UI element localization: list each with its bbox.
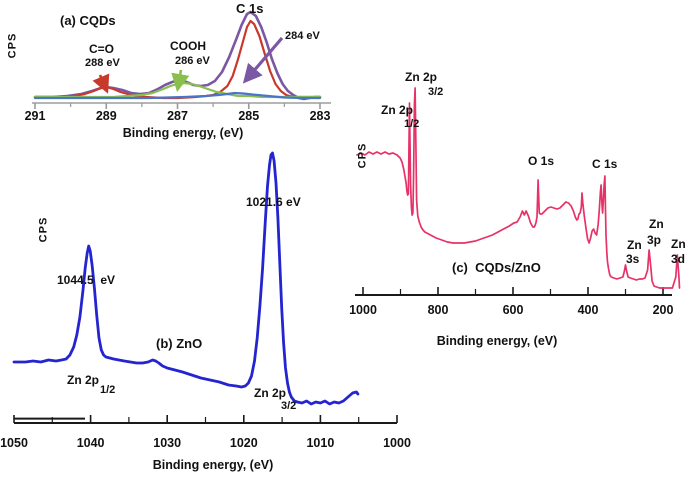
panel-b-x-axis-label: Binding energy, (eV): [152, 458, 274, 472]
panel-c-zn3d-label: Zn: [671, 237, 685, 251]
panel-c-o1s-label: O 1s: [528, 154, 555, 168]
panel-a-c1s-ev-label: 284 eV: [285, 30, 320, 42]
x-tick-label: 283: [309, 109, 331, 123]
x-tick-label: 287: [167, 109, 188, 123]
panel-a-co-label: C=O: [89, 42, 115, 56]
panel-c-zn2p32-label: Zn 2p: [405, 70, 437, 84]
panel-b-peak-1021-label: 1021.6 eV: [246, 195, 301, 209]
panel-a-co-ev-label: 288 eV: [85, 57, 120, 69]
x-tick-label: 800: [427, 303, 449, 317]
x-tick-label: 1030: [153, 436, 182, 450]
panel-b-zn2p12-label: Zn 2p: [67, 373, 99, 387]
panel-a-x-axis-label: Binding energy, (eV): [122, 126, 244, 140]
x-tick-label: 1040: [76, 436, 105, 450]
panel-b-peak-1044-label: 1044.5 eV: [57, 273, 116, 287]
x-tick-label: 1020: [229, 436, 258, 450]
panel-c-x-axis-label: Binding energy, (eV): [436, 334, 558, 348]
panel-a-y-axis-label: CPS: [6, 32, 19, 59]
panel-b-zn2p32-sub-label: 3/2: [281, 400, 297, 412]
annotation-arrows: [92, 36, 284, 94]
x-tick-label: 1010: [306, 436, 335, 450]
x-tick-label: 600: [502, 303, 524, 317]
panel-b-zn2p12-sub-label: 1/2: [100, 384, 116, 396]
panel-a-cooh-label: COOH: [170, 39, 206, 53]
series-baseline: [33, 91, 322, 100]
panel-a-cooh-ev-label: 286 eV: [175, 55, 210, 67]
panel-c-zn2p12-sub-label: 1/2: [404, 118, 420, 130]
x-tick-label: 1000: [383, 436, 411, 450]
series-cqds-zno-survey: [356, 87, 681, 289]
panel-c-y-axis-label: CPS: [356, 142, 369, 169]
c1s-arrow-icon: [242, 36, 284, 84]
panel-c-zn3s-label: Zn: [627, 238, 642, 252]
panel-c-zn3s-sub-label: 3s: [626, 252, 640, 266]
panel-c-zn2p32-sub-label: 3/2: [428, 86, 444, 98]
panel-a-title: (a) CQDs: [60, 13, 116, 28]
x-tick-label: 291: [24, 109, 46, 123]
panel-b-zn2p32-label: Zn 2p: [254, 386, 286, 400]
x-tick-label: 289: [95, 109, 117, 123]
series-cooh-fit-286-ev-: [33, 81, 322, 99]
series-layer: [12, 10, 681, 406]
panel-c-zn3p-label: Zn: [649, 217, 664, 231]
panel-c-c1s-label: C 1s: [592, 157, 618, 171]
cooh-arrow-icon: [171, 69, 190, 93]
panel-b-title: (b) ZnO: [156, 336, 203, 351]
x-tick-label: 1000: [349, 303, 377, 317]
x-tick-label: 200: [652, 303, 674, 317]
panel-b-y-axis-label: CPS: [37, 216, 50, 243]
x-tick-label: 400: [577, 303, 599, 317]
co-arrow-icon: [92, 73, 110, 94]
panel-c-zn3p-sub-label: 3p: [647, 233, 662, 247]
axes-layer: [13, 102, 672, 424]
panel-c-zn3d-sub-label: 3d: [671, 252, 685, 266]
x-tick-label: 1050: [0, 436, 28, 450]
x-tick-label: 285: [238, 109, 260, 123]
panel-c-title: (c) CQDs/ZnO: [452, 260, 541, 275]
panel-a-c1s-label: C 1s: [236, 1, 264, 16]
series-zno-zn-2p: [12, 151, 360, 406]
panel-c-zn2p12-label: Zn 2p: [381, 103, 413, 117]
